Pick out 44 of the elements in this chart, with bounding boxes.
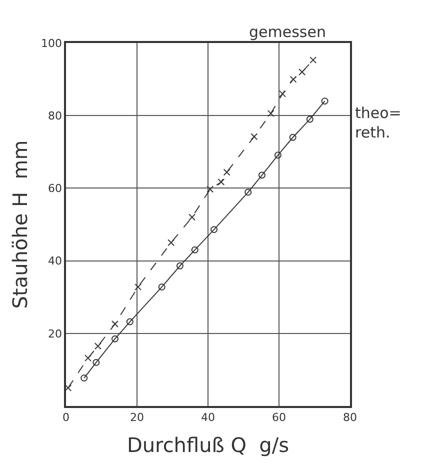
point [298, 68, 306, 76]
point [279, 90, 286, 98]
point [223, 168, 230, 176]
point [188, 214, 196, 221]
series-label: gemessen [249, 23, 326, 41]
point [176, 262, 184, 270]
y-tick-label: 60 [48, 182, 62, 196]
point [289, 134, 296, 141]
x-tick-label: 20 [130, 410, 144, 424]
point [321, 98, 328, 105]
point [258, 172, 266, 179]
point [84, 354, 92, 362]
point [92, 358, 100, 366]
y-tick-label: 20 [48, 327, 62, 340]
point [80, 374, 88, 382]
point [94, 342, 102, 350]
point [206, 186, 214, 193]
series-label: theo= reth. [355, 104, 402, 142]
point [111, 335, 118, 342]
point [267, 110, 274, 117]
point [126, 318, 134, 326]
point [250, 133, 258, 140]
y-tick-label: 100 [41, 36, 62, 50]
y-tick-label: 40 [48, 254, 62, 268]
x-tick-label: 40 [201, 410, 215, 424]
point [218, 178, 225, 186]
x-tick-label: 80 [343, 410, 357, 424]
point [274, 152, 282, 159]
point [168, 239, 175, 246]
point [158, 283, 166, 290]
point [134, 283, 142, 290]
point [290, 76, 297, 83]
y-tick-label: 80 [48, 109, 62, 122]
point [111, 320, 118, 328]
x-axis-title: Durchfluß Q g/s [126, 432, 290, 457]
point [310, 56, 317, 64]
x-tick-label: 60 [272, 410, 286, 424]
x-tick-label: 0 [62, 410, 70, 424]
point [244, 188, 252, 196]
y-axis-title: Stauhöhe H mm [8, 140, 32, 309]
point [306, 116, 314, 123]
point [210, 226, 218, 234]
point [191, 246, 198, 254]
point [66, 384, 72, 392]
